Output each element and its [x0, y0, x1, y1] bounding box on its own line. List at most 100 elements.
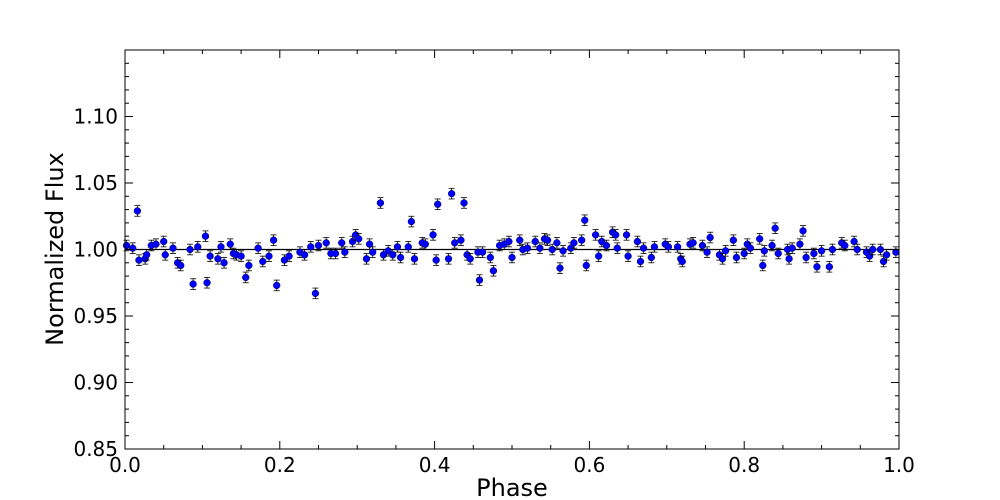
- point-marker: [802, 253, 810, 262]
- point-marker: [740, 249, 748, 258]
- point-marker: [451, 239, 459, 247]
- x-tick-label: 0.6: [573, 453, 605, 477]
- point-marker: [664, 243, 672, 251]
- point-marker: [559, 247, 567, 255]
- point-marker: [396, 253, 405, 262]
- data-point: [160, 235, 168, 248]
- point-marker: [489, 267, 498, 275]
- point-marker: [785, 255, 793, 263]
- point-marker: [746, 244, 755, 252]
- point-marker: [703, 248, 711, 256]
- data-point: [706, 231, 714, 244]
- data-point: [486, 251, 494, 264]
- data-point: [220, 257, 228, 269]
- point-marker: [636, 257, 645, 266]
- data-point: [841, 239, 849, 252]
- point-marker: [307, 243, 315, 251]
- data-point: [407, 215, 416, 228]
- point-marker: [265, 252, 273, 260]
- data-point: [582, 259, 590, 272]
- point-marker: [613, 244, 621, 252]
- data-point: [703, 246, 711, 258]
- point-marker: [466, 255, 474, 263]
- data-point: [729, 234, 738, 246]
- data-point: [817, 245, 826, 257]
- data-point: [581, 214, 589, 226]
- point-marker: [570, 239, 578, 247]
- data-point: [810, 247, 818, 260]
- point-marker: [768, 241, 776, 250]
- point-marker: [508, 253, 516, 262]
- data-point: [311, 287, 320, 300]
- data-point: [300, 249, 309, 261]
- data-point: [269, 234, 278, 246]
- data-point: [133, 205, 142, 217]
- point-marker: [825, 263, 833, 271]
- x-tick-labels: 0.0 0.2 0.4 0.6 0.8 1.0: [109, 453, 915, 477]
- point-marker: [429, 231, 437, 239]
- data-point: [362, 253, 371, 265]
- x-tick-label: 0.4: [419, 453, 451, 477]
- data-point: [432, 254, 440, 266]
- point-marker: [341, 248, 349, 256]
- point-marker: [582, 261, 590, 270]
- data-point: [591, 229, 600, 241]
- data-point: [624, 250, 632, 262]
- data-point: [434, 198, 442, 211]
- data-point: [396, 251, 405, 264]
- point-marker: [841, 241, 849, 250]
- data-point: [759, 259, 767, 272]
- point-marker: [434, 200, 442, 208]
- point-marker: [214, 255, 222, 263]
- data-point: [636, 255, 645, 268]
- data-point: [500, 238, 508, 250]
- point-marker: [732, 253, 741, 262]
- point-marker: [217, 243, 225, 251]
- point-marker: [706, 233, 714, 242]
- data-point: [273, 279, 281, 292]
- data-point: [553, 237, 561, 249]
- data-point: [516, 234, 524, 246]
- point-marker: [595, 252, 603, 260]
- data-point: [478, 246, 487, 258]
- point-marker: [203, 279, 211, 287]
- data-point: [457, 234, 465, 246]
- x-tick-label: 0.8: [728, 453, 760, 477]
- point-marker: [300, 251, 309, 259]
- point-marker: [444, 255, 453, 263]
- point-marker: [254, 244, 262, 252]
- point-marker: [447, 189, 456, 198]
- data-point: [869, 243, 877, 256]
- data-point: [543, 234, 552, 246]
- data-points-layer: [122, 187, 900, 300]
- data-point: [828, 243, 837, 256]
- data-point: [774, 247, 782, 260]
- point-marker: [633, 237, 642, 246]
- y-axis-title: Normalized Flux: [41, 152, 69, 346]
- point-marker: [421, 240, 429, 248]
- y-tick-labels: 0.85 0.90 0.95 1.00 1.05 1.10: [73, 105, 118, 462]
- point-marker: [460, 199, 468, 207]
- point-marker: [365, 240, 374, 248]
- point-marker: [407, 217, 416, 226]
- point-marker: [129, 244, 137, 252]
- point-marker: [410, 255, 419, 263]
- data-point: [143, 249, 151, 261]
- point-marker: [516, 236, 524, 244]
- data-point: [237, 250, 245, 262]
- point-marker: [531, 237, 539, 246]
- data-point: [466, 253, 474, 265]
- point-marker: [591, 231, 600, 239]
- point-marker: [876, 245, 885, 254]
- x-axis-title: Phase: [476, 474, 548, 500]
- y-tick-label: 1.10: [73, 105, 118, 129]
- data-point: [135, 254, 143, 266]
- data-point: [265, 250, 273, 262]
- data-point: [152, 238, 160, 250]
- point-marker: [602, 241, 611, 250]
- point-marker: [220, 259, 228, 267]
- data-point: [639, 242, 648, 254]
- point-marker: [322, 239, 330, 247]
- point-marker: [543, 236, 552, 244]
- point-marker: [226, 240, 234, 248]
